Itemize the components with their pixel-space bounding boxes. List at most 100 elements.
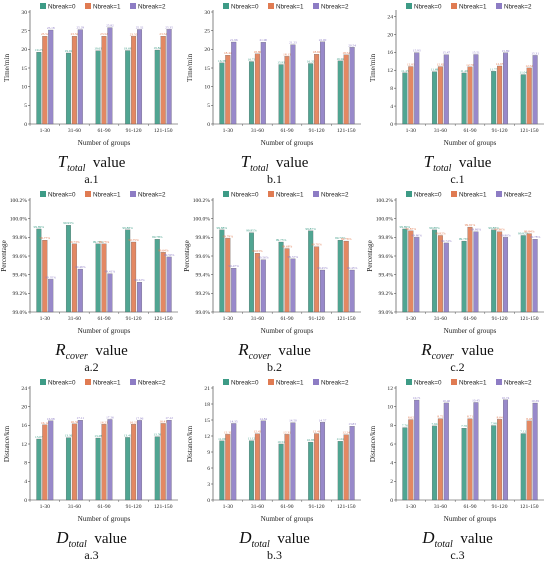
bar-nbreak-0 xyxy=(461,428,467,501)
y-tick-label: 9 xyxy=(207,450,210,456)
y-tick-label: 20 xyxy=(21,47,27,53)
bar-nbreak-0 xyxy=(308,63,314,125)
bar-nbreak-0 xyxy=(219,440,225,501)
bar-value-label: 99.76% xyxy=(341,237,352,241)
y-tick-label: 100.0% xyxy=(10,217,28,223)
y-tick-label: 99.0% xyxy=(196,310,211,316)
bar-nbreak-1 xyxy=(71,423,77,501)
bar-nbreak-0 xyxy=(65,225,71,313)
bar-nbreak-2 xyxy=(320,41,326,125)
bar-value-label: 12.43 xyxy=(254,430,262,434)
bar-value-label: 11.68 xyxy=(431,68,439,72)
bar-nbreak-0 xyxy=(95,50,101,125)
bar-value-label: 13.36 xyxy=(65,434,73,438)
bar-nbreak-1 xyxy=(526,67,532,125)
bar-value-label: 18.80 xyxy=(254,50,262,54)
bar-nbreak-1 xyxy=(526,420,532,501)
bar-value-label: 15.93 xyxy=(277,61,285,65)
y-tick-label: 30 xyxy=(21,10,27,16)
x-tick-label: 91-120 xyxy=(309,128,325,134)
bar-value-label: 7.12 xyxy=(520,430,526,434)
x-axis-label: Number of groups xyxy=(261,327,314,335)
y-tick-label: 99.8% xyxy=(196,235,211,241)
bar-value-label: 23.52 xyxy=(41,32,49,36)
x-tick-label: 91-120 xyxy=(309,504,325,510)
bar-value-label: 19.25 xyxy=(35,48,43,52)
x-tick-label: 121-150 xyxy=(337,504,356,510)
bar-nbreak-2 xyxy=(107,27,113,125)
bar-value-label: 8.72 xyxy=(437,415,443,419)
legend-swatch xyxy=(223,3,229,9)
bar-nbreak-1 xyxy=(526,233,532,313)
bar-nbreak-2 xyxy=(503,52,509,125)
bar-nbreak-2 xyxy=(107,273,113,313)
bar-value-label: 7.70 xyxy=(461,424,467,428)
bar-nbreak-2 xyxy=(166,256,172,313)
y-tick-label: 100.2% xyxy=(193,198,211,204)
bar-nbreak-0 xyxy=(520,433,526,501)
y-axis-label: Percentage xyxy=(366,240,374,272)
legend-swatch xyxy=(406,379,412,385)
bar-value-label: 19.82 xyxy=(153,46,161,50)
y-tick-label: 8 xyxy=(390,86,393,92)
y-tick-label: 100.0% xyxy=(193,217,211,223)
bar-value-label: 11.02 xyxy=(337,437,345,441)
panel-metric: Rcover value xyxy=(238,340,311,362)
bar-value-label: 99.76% xyxy=(459,237,470,241)
bar-value-label: 99.73% xyxy=(93,240,104,244)
y-tick-label: 0 xyxy=(24,122,27,128)
bar-nbreak-2 xyxy=(349,269,355,313)
bar-nbreak-0 xyxy=(248,232,254,313)
bar-nbreak-2 xyxy=(503,399,509,501)
bar-nbreak-0 xyxy=(402,228,408,313)
y-tick-label: 18 xyxy=(204,402,210,408)
y-tick-label: 0 xyxy=(207,122,210,128)
bar-nbreak-0 xyxy=(520,235,526,313)
bar-value-label: 99.80% xyxy=(411,233,422,237)
y-tick-label: 6 xyxy=(390,442,393,448)
legend-label: Nbreak=1 xyxy=(276,192,304,199)
bar-nbreak-2 xyxy=(290,422,296,501)
legend-swatch xyxy=(40,191,46,197)
bar-value-label: 22.00 xyxy=(319,38,327,42)
bar-nbreak-0 xyxy=(219,62,225,125)
legend-label: Nbreak=0 xyxy=(231,380,259,387)
bar-nbreak-2 xyxy=(260,259,266,313)
x-tick-label: 91-120 xyxy=(126,128,142,134)
bar-value-label: 14.35 xyxy=(230,419,238,423)
y-tick-label: 25 xyxy=(204,29,210,35)
bar-nbreak-1 xyxy=(497,231,503,313)
legend-swatch xyxy=(85,3,91,9)
x-tick-label: 61-90 xyxy=(280,128,293,134)
bar-value-label: 8.71 xyxy=(467,415,473,419)
x-tick-label: 1-30 xyxy=(40,316,50,322)
bar-value-label: 99.87% xyxy=(406,227,417,231)
bar-value-label: 99.75% xyxy=(276,238,287,242)
x-tick-label: 91-120 xyxy=(126,316,142,322)
bar-nbreak-2 xyxy=(107,419,113,501)
bar-nbreak-2 xyxy=(48,279,54,313)
x-tick-label: 91-120 xyxy=(492,504,508,510)
bar-value-label: 25.35 xyxy=(165,25,173,29)
bar-value-label: 7.76 xyxy=(402,424,408,428)
y-tick-label: 99.4% xyxy=(379,273,394,279)
bar-value-label: 99.82% xyxy=(518,231,529,235)
bar-value-label: 23.52 xyxy=(71,32,79,36)
y-axis-label: Distance/km xyxy=(3,425,11,462)
bar-value-label: 11.09 xyxy=(218,437,226,441)
legend-label: Nbreak=0 xyxy=(48,380,76,387)
y-tick-label: 4 xyxy=(390,461,393,467)
bar-value-label: 99.75% xyxy=(128,238,139,242)
bar-nbreak-2 xyxy=(414,52,420,125)
chart-a3: 0 4 8 12 16 20 24 Distance/km Number of groups 1-… xyxy=(3,379,178,523)
bar-nbreak-2 xyxy=(503,237,509,313)
bar-value-label: 10.71 xyxy=(413,396,421,400)
x-tick-label: 61-90 xyxy=(463,504,476,510)
bar-nbreak-2 xyxy=(414,399,420,501)
y-tick-label: 24 xyxy=(21,386,27,392)
bar-nbreak-0 xyxy=(36,52,42,125)
bar-nbreak-0 xyxy=(219,229,225,313)
panel-a2: 99.0% 99.2% 99.4% 99.6% 99.8% 100.0% 100.2% Per… xyxy=(0,188,183,376)
y-tick-label: 100.0% xyxy=(376,217,394,223)
panel-id: b.3 xyxy=(267,548,282,562)
